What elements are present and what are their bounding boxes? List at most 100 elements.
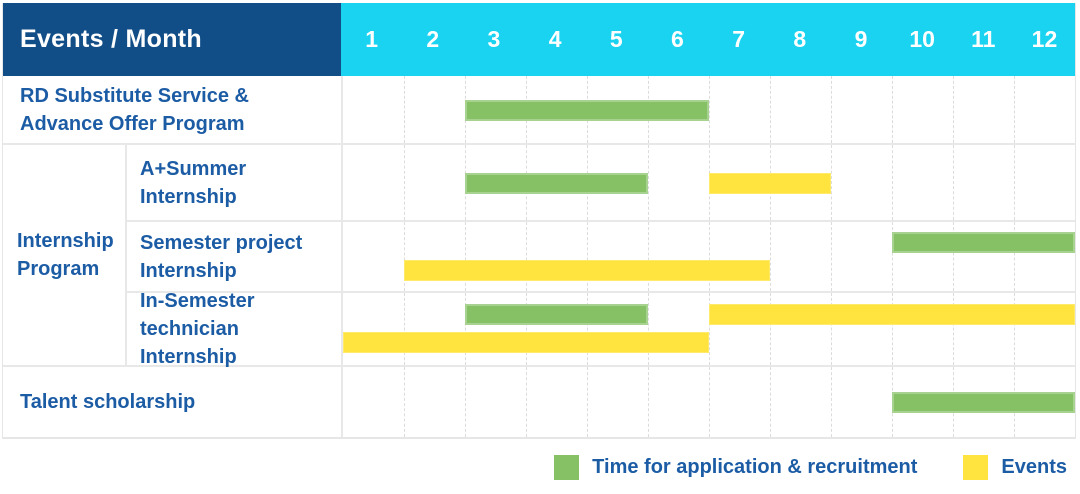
month-gridline (526, 222, 527, 291)
month-gridline (648, 367, 649, 437)
row-label-line: In-Semester (140, 290, 255, 312)
gantt-bar-green (465, 304, 648, 325)
month-gridline (831, 222, 832, 291)
gantt-bar-yellow (403, 259, 770, 281)
month-gridline (831, 76, 832, 143)
sub-row-label: In-Semester technician Internship (125, 290, 341, 368)
month-gridline (1014, 293, 1015, 365)
month-gridline (831, 145, 832, 220)
month-gridline (831, 293, 832, 365)
row-label-line: Internship (140, 259, 237, 282)
table-header: Events / Month 1 2 3 4 5 6 7 8 9 10 11 12 (3, 3, 1075, 76)
month-gridline (831, 367, 832, 437)
gantt-bar-green (465, 172, 648, 194)
month-gridline (403, 222, 405, 291)
row-label-line: Semester project (140, 231, 303, 254)
timeline-cell (341, 76, 1075, 145)
row-label: Talent scholarship (3, 367, 341, 437)
month-header-cell: 5 (609, 26, 623, 52)
month-gridline (648, 293, 649, 365)
month-header-cell: 1 (365, 26, 378, 52)
month-header-cell: 6 (671, 26, 684, 52)
row-label: RD Substitute Service & Advance Offer Pro… (3, 76, 341, 145)
row-label-line: Internship (140, 185, 237, 208)
month-gridline (892, 76, 893, 143)
timeline-cell (341, 293, 1075, 367)
month-gridline (1014, 145, 1015, 220)
month-header-cell: 7 (732, 26, 746, 52)
month-gridline (465, 293, 466, 365)
legend-item: Events (963, 455, 1067, 480)
timeline-cell (341, 367, 1075, 437)
sub-row-label: A+Summer Internship (125, 145, 341, 222)
row-label-line: technician Internship (140, 318, 239, 368)
header-title: Events / Month (20, 25, 202, 53)
month-header-cell: 2 (426, 26, 440, 52)
group-label-line: Program (17, 258, 100, 280)
month-gridline (769, 367, 771, 437)
month-gridline (586, 293, 588, 365)
month-gridline (403, 367, 405, 437)
gantt-bar-yellow (343, 332, 709, 353)
month-gridline (648, 222, 649, 291)
gantt-bar-green (892, 392, 1075, 413)
month-gridline (526, 293, 527, 365)
month-gridline (1014, 76, 1015, 143)
row-label-line: Advance Offer Program (20, 112, 245, 135)
month-gridline (1014, 222, 1015, 291)
row-label-line: RD Substitute Service & (20, 84, 249, 107)
gantt-bar-yellow (709, 172, 831, 194)
green-square-icon (554, 455, 580, 480)
month-gridline (465, 222, 466, 291)
month-gridline (892, 222, 893, 291)
month-header-cell: 9 (854, 26, 868, 52)
month-gridline (952, 293, 954, 365)
month-gridline (892, 145, 893, 220)
month-gridline (952, 76, 954, 143)
month-gridline (769, 76, 771, 143)
sub-row-label: Semester project Internship (125, 222, 341, 293)
row-label-line: A+Summer (140, 157, 247, 180)
table-body: RD Substitute Service & Advance Offer Pro… (3, 76, 1075, 437)
month-header-cell: 3 (487, 26, 501, 52)
month-gridline (892, 293, 893, 365)
month-gridline (769, 293, 771, 365)
month-gridline (709, 76, 710, 143)
month-header-cell: 12 (1031, 26, 1058, 52)
month-gridline (526, 367, 527, 437)
month-header-cell: 4 (548, 26, 562, 52)
month-gridline (952, 222, 954, 291)
month-gridline (403, 145, 405, 220)
yellow-square-icon (963, 455, 989, 480)
month-gridline (709, 293, 710, 365)
legend-label: Time for application & recruitment (592, 456, 918, 478)
events-month-header-cell: Events / Month (3, 3, 341, 76)
month-header-cell: 10 (909, 26, 935, 52)
group-label-internship-program: Internship Program (3, 145, 125, 367)
gantt-table: Events / Month 1 2 3 4 5 6 7 8 9 10 11 12 RD Substi… (2, 3, 1076, 439)
month-header-cell: 8 (793, 26, 807, 52)
legend: Time for application & recruitment Events (2, 455, 1072, 480)
month-gridline (952, 145, 954, 220)
month-gridline (709, 367, 710, 437)
month-gridline (465, 367, 466, 437)
month-gridline (586, 222, 588, 291)
legend-item: Time for application & recruitment (554, 455, 917, 480)
month-gridline (586, 367, 588, 437)
month-gridline (403, 293, 405, 365)
month-gridline (709, 222, 710, 291)
row-label-line: Talent scholarship (20, 391, 196, 413)
gantt-bar-yellow (709, 304, 1075, 325)
timeline-cell (341, 145, 1075, 222)
group-label-line: Internship (17, 230, 114, 252)
month-gridline (648, 145, 649, 220)
legend-label: Events (1001, 456, 1067, 478)
month-header-row: 1 2 3 4 5 6 7 8 9 10 11 12 (341, 3, 1075, 76)
gantt-bar-green (465, 99, 709, 121)
month-gridline (403, 76, 405, 143)
gantt-bar-green (892, 231, 1075, 253)
timeline-cell (341, 222, 1075, 293)
month-header-cell: 11 (971, 26, 996, 52)
month-gridline (769, 222, 771, 291)
